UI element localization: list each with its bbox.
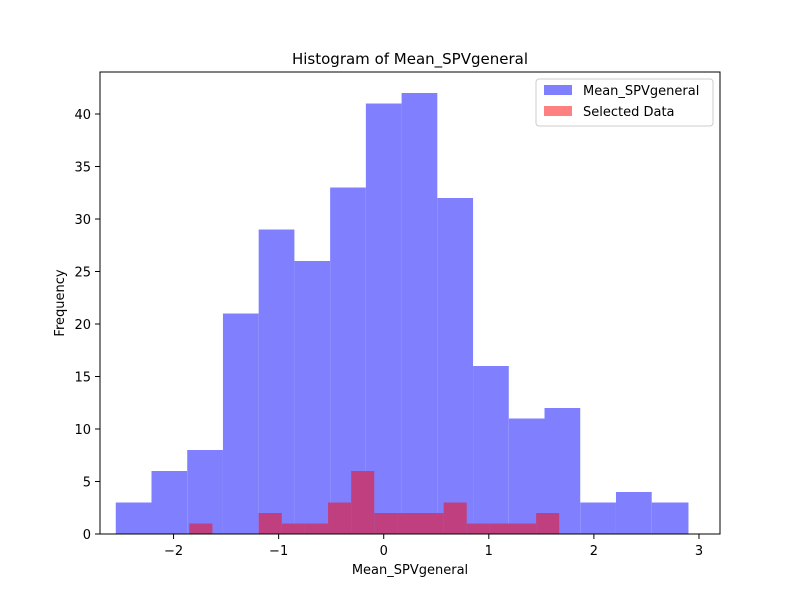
chart-title: Histogram of Mean_SPVgeneral (292, 50, 528, 69)
x-axis-label: Mean_SPVgeneral (352, 563, 468, 578)
legend: Mean_SPVgeneral Selected Data (535, 78, 714, 127)
series-selected-data (189, 471, 560, 534)
bar-selected-data-7 (351, 471, 375, 534)
bar-selected-data-4 (281, 523, 305, 534)
bar-mean-spvgeneral-9 (437, 198, 474, 534)
y-tick-label-8: 40 (74, 108, 91, 123)
bar-mean-spvgeneral-5 (294, 261, 331, 534)
bar-mean-spvgeneral-2 (187, 450, 223, 534)
bar-selected-data-9 (397, 513, 421, 534)
y-axis-ticks: 0 5 10 15 20 25 30 35 40 (74, 108, 100, 543)
y-tick-label-0: 0 (83, 528, 91, 543)
x-tick-label-1: −1 (269, 544, 288, 559)
x-tick-label-3: 1 (485, 544, 493, 559)
y-tick-label-4: 20 (74, 318, 91, 333)
x-tick-label-0: −2 (164, 544, 183, 559)
bar-selected-data-3 (258, 513, 282, 534)
bar-mean-spvgeneral-13 (580, 502, 616, 534)
y-tick-label-1: 5 (83, 476, 91, 491)
y-tick-label-6: 30 (74, 213, 91, 228)
x-tick-label-4: 2 (590, 544, 598, 559)
bar-selected-data-12 (466, 523, 490, 534)
legend-swatch-mean-spvgeneral (544, 85, 572, 95)
bar-mean-spvgeneral-0 (115, 502, 152, 534)
legend-box (535, 78, 714, 127)
y-tick-label-2: 10 (74, 423, 91, 438)
y-tick-label-3: 15 (74, 371, 91, 386)
legend-label-mean-spvgeneral: Mean_SPVgeneral (583, 84, 699, 99)
x-tick-label-5: 3 (695, 544, 703, 559)
bar-selected-data-10 (420, 513, 444, 534)
bar-selected-data-6 (328, 502, 352, 534)
bar-mean-spvgeneral-10 (473, 366, 509, 534)
bar-selected-data-15 (536, 513, 560, 534)
x-axis-ticks: −2 −1 0 1 2 3 (164, 534, 703, 559)
legend-label-selected-data: Selected Data (583, 105, 675, 120)
y-tick-label-5: 25 (74, 266, 91, 281)
bar-mean-spvgeneral-3 (222, 313, 259, 534)
legend-swatch-selected-data (544, 106, 572, 116)
bar-selected-data-5 (304, 523, 329, 534)
bar-mean-spvgeneral-7 (365, 103, 402, 534)
bar-mean-spvgeneral-1 (151, 471, 188, 534)
bar-selected-data-11 (443, 502, 467, 534)
y-axis-label: Frequency (53, 269, 68, 336)
x-tick-label-2: 0 (380, 544, 388, 559)
bar-mean-spvgeneral-4 (258, 229, 295, 534)
plot-frame (99, 71, 721, 535)
bar-selected-data-0 (189, 523, 213, 534)
y-tick-label-7: 35 (74, 161, 91, 176)
bar-mean-spvgeneral-15 (651, 502, 689, 534)
bar-selected-data-14 (512, 523, 537, 534)
bar-selected-data-8 (374, 513, 398, 534)
bar-mean-spvgeneral-14 (615, 492, 652, 534)
bar-selected-data-13 (489, 523, 513, 534)
bar-mean-spvgeneral-8 (401, 93, 438, 534)
